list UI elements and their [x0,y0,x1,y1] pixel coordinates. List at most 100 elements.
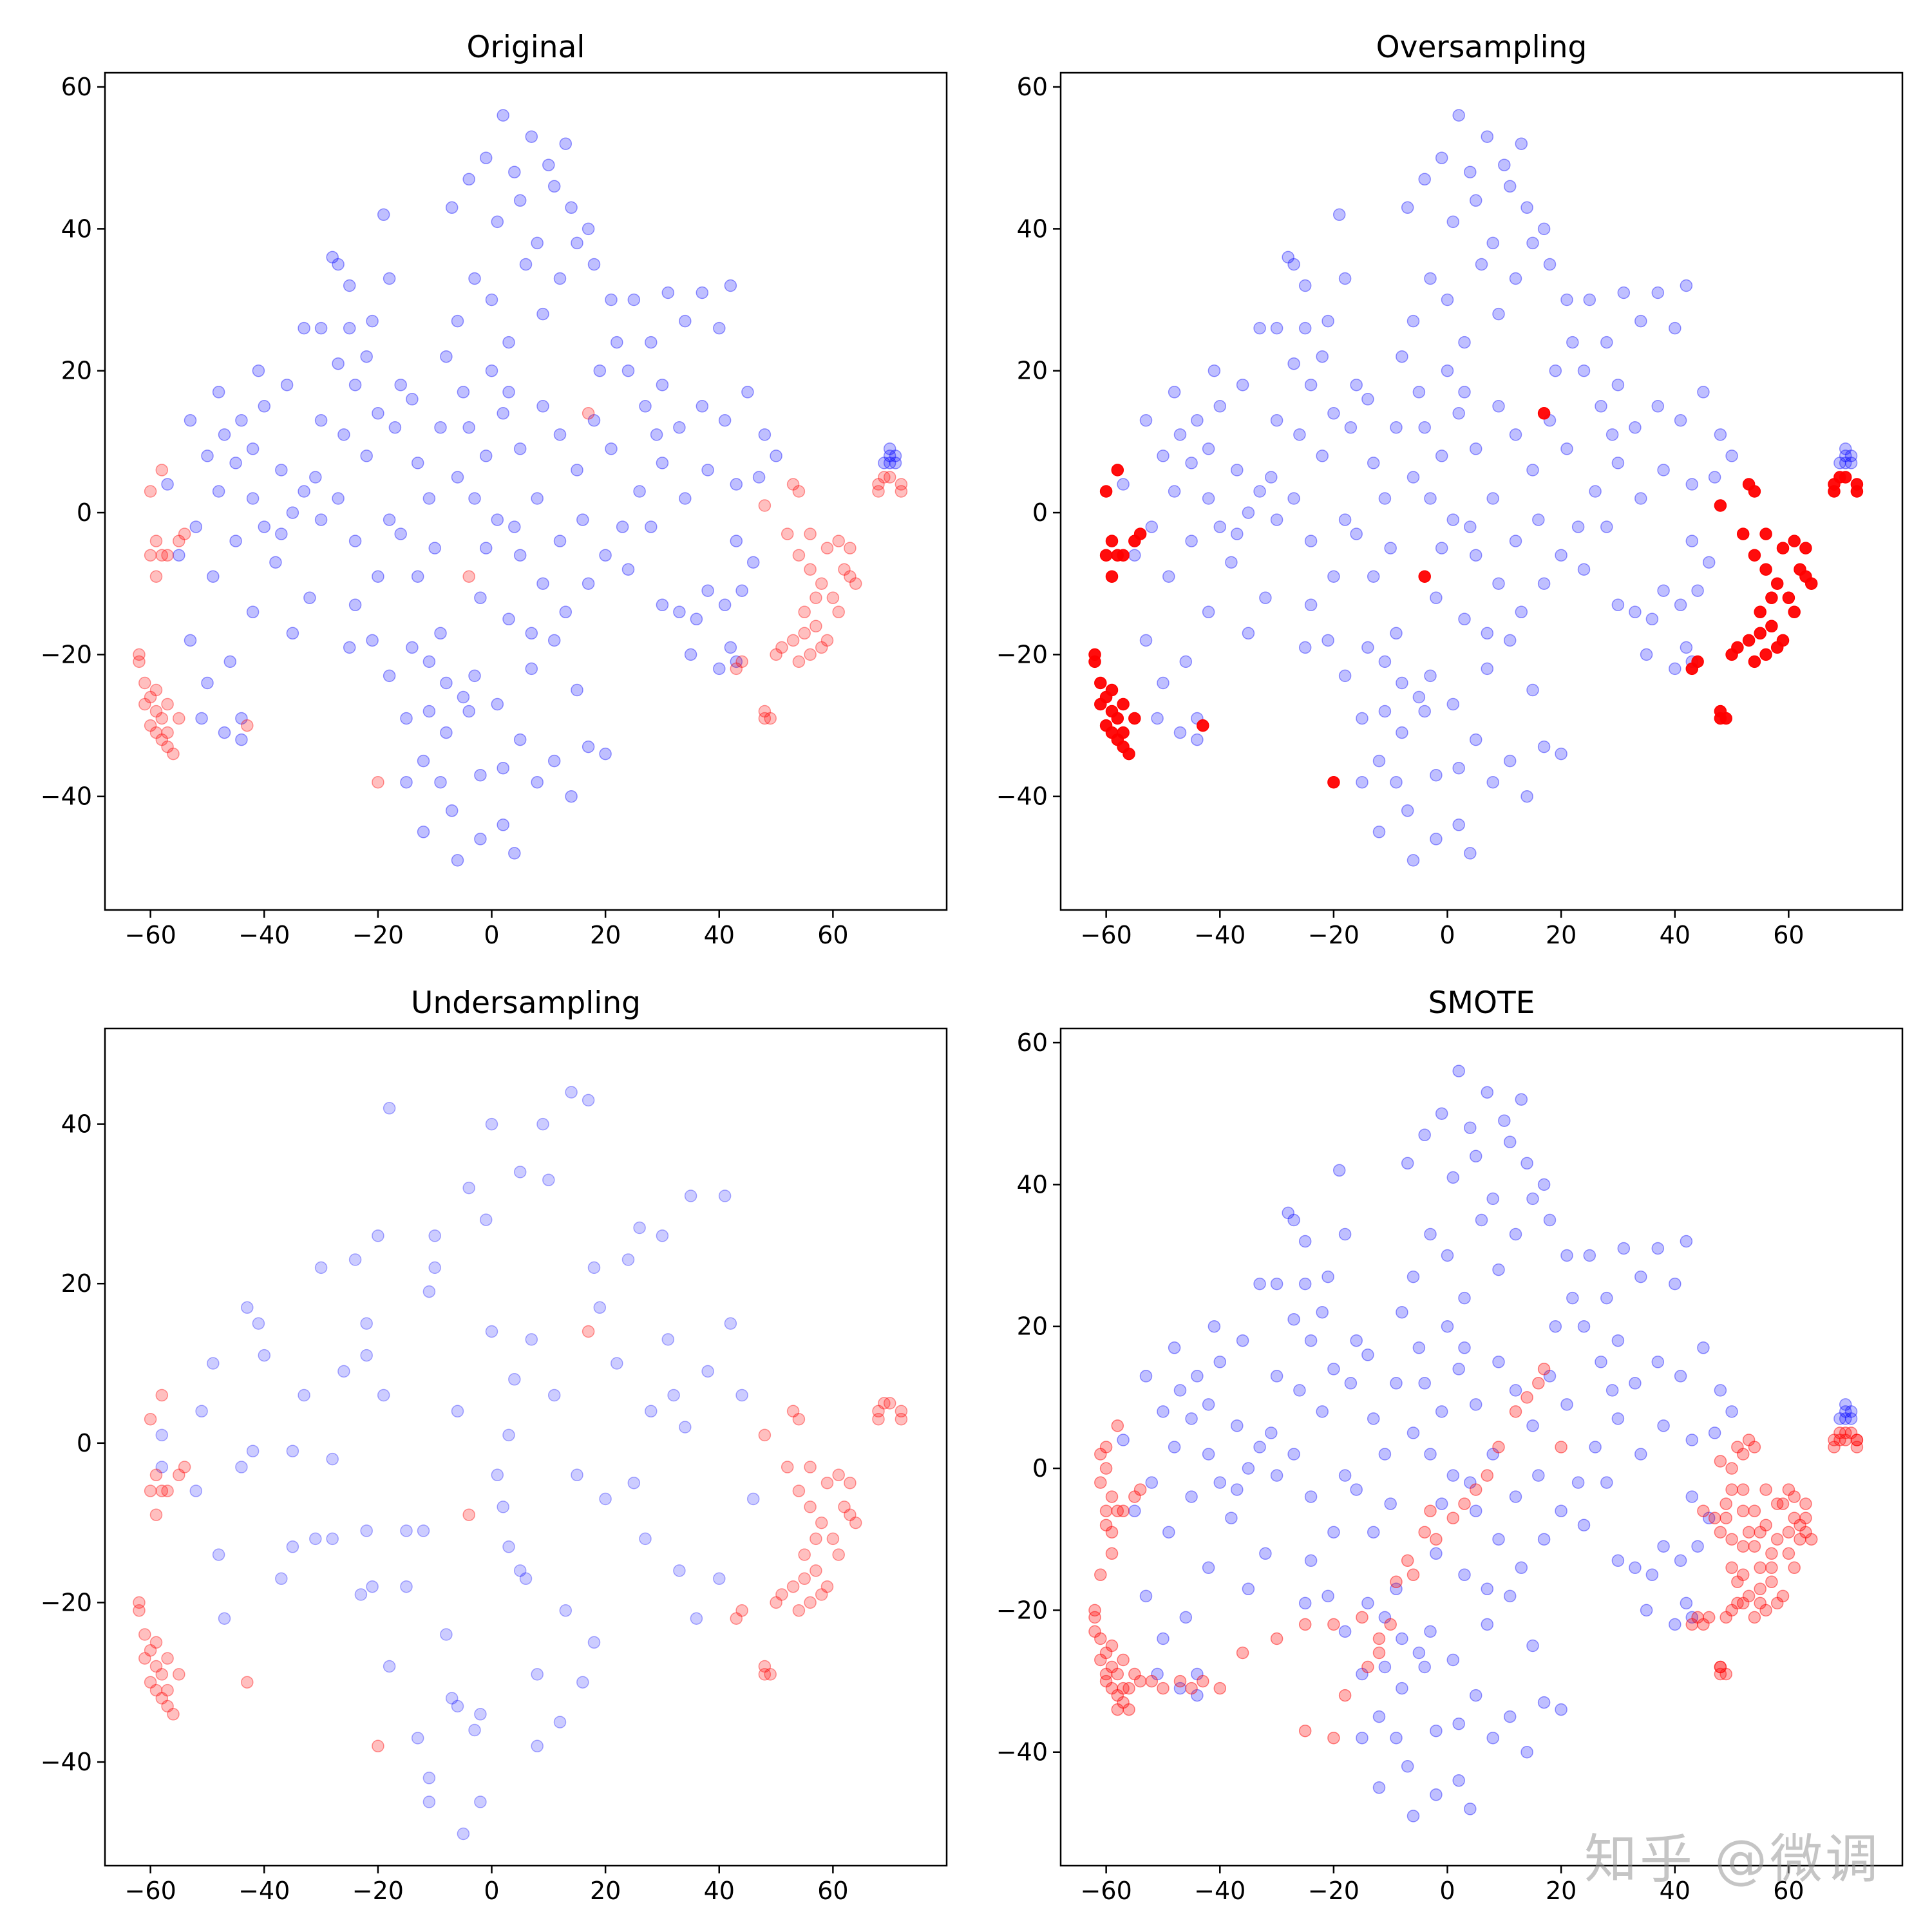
red-scatter-point [786,634,800,647]
y-tick-label: 0 [77,1429,92,1457]
blue-scatter-point [1674,414,1687,427]
blue-scatter-point [883,442,896,455]
blue-scatter-point [1321,1270,1334,1283]
blue-scatter-point [621,364,635,377]
red-scatter-point [1725,1462,1738,1475]
red-scatter-point [826,591,840,605]
red-scatter-point [144,485,157,498]
red-scatter-point [1833,1434,1846,1446]
x-tick-label: −20 [1308,921,1359,949]
blue-scatter-point [679,492,692,505]
red-scatter-point [1833,1426,1846,1439]
red-scatter-point [1839,1434,1852,1446]
blue-scatter-point [1424,1227,1437,1241]
blue-scatter-point [1390,1731,1403,1745]
blue-scatter-point [587,1261,601,1274]
x-tick-label: 40 [1660,1877,1690,1905]
blue-scatter-point [440,676,453,690]
blue-scatter-point [1406,1810,1420,1823]
blue-scatter-point [1839,1398,1852,1411]
blue-scatter-point [1157,1405,1170,1418]
red-scatter-point [1532,1377,1545,1390]
blue-scatter-point [286,627,299,640]
blue-scatter-point [1833,1412,1846,1425]
blue-scatter-point [474,1708,487,1721]
blue-scatter-point [1270,321,1283,335]
red-scatter-point [1111,1703,1124,1716]
blue-scatter-point [1560,1249,1573,1262]
blue-scatter-point [1327,407,1340,420]
red-scatter-point [815,641,828,654]
blue-scatter-point [1571,520,1585,533]
red-scatter-point [883,1397,896,1410]
blue-scatter-point [1839,457,1852,469]
blue-scatter-point [1640,1604,1653,1617]
blue-scatter-point [1833,457,1846,469]
blue-scatter-point [1168,1341,1181,1354]
blue-scatter-point [1640,648,1653,661]
blue-scatter-point [1634,1270,1647,1283]
red-scatter-point [786,1405,800,1418]
red-scatter-point [1782,1526,1795,1539]
red-scatter-point [1128,712,1141,725]
blue-scatter-point [701,584,714,597]
red-scatter-point [838,563,851,576]
blue-scatter-point [1492,1356,1505,1368]
red-scatter-point [758,1660,772,1673]
red-scatter-point [764,712,777,725]
red-scatter-point [786,1580,800,1593]
blue-scatter-point [326,251,339,264]
red-scatter-point [1742,634,1756,647]
blue-scatter-point [161,478,174,491]
red-scatter-point [155,464,169,477]
red-scatter-point [138,1628,151,1641]
blue-scatter-point [565,201,578,214]
blue-scatter-point [383,1660,396,1673]
blue-scatter-point [1298,641,1312,654]
blue-scatter-point [207,1357,220,1370]
blue-scatter-point [1549,364,1562,377]
red-scatter-point [173,1668,185,1681]
red-scatter-point [1088,1625,1101,1638]
blue-scatter-point [1412,1341,1426,1354]
red-scatter-point [1748,549,1761,562]
blue-scatter-point [1350,1483,1363,1496]
x-tick-label: 20 [1546,921,1577,949]
blue-scatter-point [645,520,658,533]
blue-scatter-point [372,407,384,420]
y-tick-label: 60 [1017,1028,1048,1057]
blue-scatter-point [184,634,197,647]
panel-undersampling: −60 −40 −20 0 20 40 60 −40 −20 0 20 40 Undersamplin… [41,985,948,1905]
blue-scatter-point [1356,775,1368,789]
blue-scatter-point [1452,1065,1465,1077]
red-scatter-point [1799,1526,1812,1539]
blue-scatter-point [1231,1483,1244,1496]
blue-scatter-point [372,570,384,583]
blue-scatter-point [713,1572,726,1586]
red-scatter-point [1430,1533,1443,1546]
blue-scatter-point [1406,471,1420,484]
red-scatter-point [895,1405,908,1418]
red-scatter-point [1520,1391,1533,1404]
red-scatter-point [1776,1497,1790,1510]
y-tick-label: −20 [41,1588,92,1616]
blue-scatter-point [1202,1448,1215,1461]
red-scatter-point [1424,1504,1437,1517]
blue-scatter-point [770,450,782,462]
blue-scatter-point [1316,450,1329,462]
red-scatter-point [895,478,908,491]
blue-scatter-point [1560,442,1573,455]
blue-scatter-point [1464,847,1477,860]
red-scatter-point [1714,1660,1727,1674]
blue-scatter-point [1338,272,1352,285]
blue-scatter-point [1117,478,1130,491]
red-scatter-point [1839,1426,1852,1439]
red-scatter-point [1111,1419,1124,1432]
blue-scatter-point [542,158,555,171]
blue-scatter-point [1139,1370,1153,1383]
blue-scatter-point [491,697,504,711]
blue-scatter-point [1327,570,1340,583]
x-tick-label: 20 [1546,1877,1577,1905]
blue-scatter-point [1378,1448,1392,1461]
